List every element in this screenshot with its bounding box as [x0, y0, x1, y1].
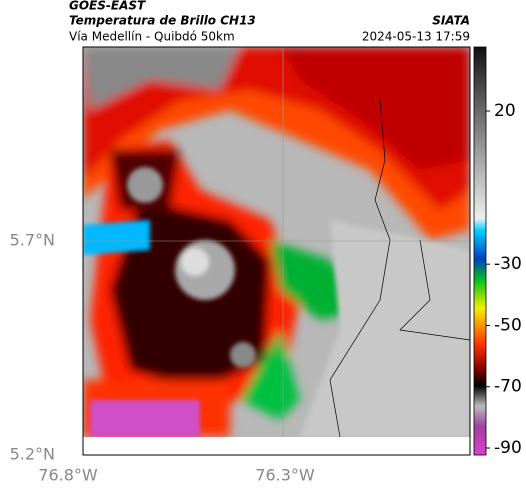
product: GOES-EAST — [69, 0, 146, 13]
colorbar — [473, 46, 487, 456]
timestamp: 2024-05-13 17:59 — [362, 30, 470, 44]
colorbar-tick-label: 20 — [494, 101, 516, 121]
satellite-image — [83, 47, 470, 437]
source: SIATA — [432, 14, 470, 28]
colorbar-tick-label: -50 — [494, 315, 522, 335]
lon-label: 76.8°W — [38, 466, 98, 485]
colorbar-tick-label: -90 — [494, 438, 522, 458]
colorbar-tick-label: -70 — [494, 377, 522, 397]
map-frame — [82, 46, 471, 456]
lat-label: 5.2°N — [10, 445, 55, 464]
colorbar-tick-label: -30 — [494, 254, 522, 274]
title: Temperatura de Brillo CH13 — [69, 14, 256, 28]
lat-label: 5.7°N — [10, 231, 55, 250]
lon-label: 76.3°W — [255, 466, 315, 485]
subtitle: Vía Medellín - Quibdó 50km — [69, 30, 235, 44]
